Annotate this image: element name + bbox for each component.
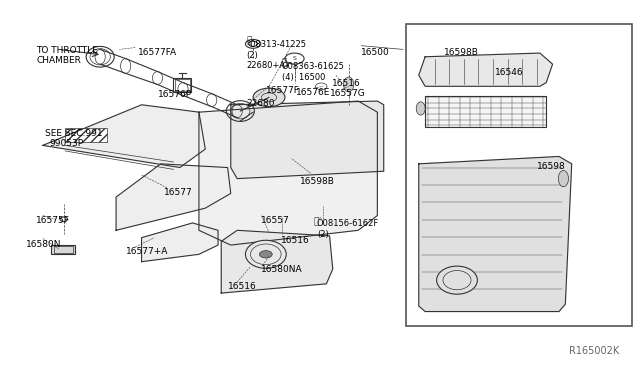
Text: 16580N: 16580N (26, 240, 61, 248)
Text: R165002K: R165002K (569, 346, 620, 356)
Polygon shape (141, 223, 218, 262)
Polygon shape (221, 230, 333, 293)
Text: 16500: 16500 (362, 48, 390, 57)
Bar (175, 79, 190, 92)
Text: 16546: 16546 (495, 68, 524, 77)
Bar (65, 128, 106, 142)
Text: 16557: 16557 (261, 215, 290, 225)
Ellipse shape (436, 266, 477, 294)
Text: 16576P: 16576P (157, 90, 191, 99)
Bar (425, 96, 546, 127)
Ellipse shape (253, 88, 285, 107)
Bar (173, 78, 191, 92)
Ellipse shape (558, 170, 568, 187)
Text: 16576E: 16576E (296, 88, 330, 97)
Bar (54, 246, 73, 253)
Text: Ⓓ: Ⓓ (314, 217, 319, 227)
Text: 16575F: 16575F (36, 215, 70, 225)
Text: 16577FA: 16577FA (138, 48, 177, 57)
Text: 16516: 16516 (332, 79, 360, 88)
Text: 16577+A: 16577+A (125, 247, 168, 256)
Text: 16577F: 16577F (266, 86, 300, 95)
Polygon shape (199, 101, 378, 245)
Text: 16580NA: 16580NA (261, 265, 303, 275)
Polygon shape (43, 105, 205, 167)
Polygon shape (231, 101, 384, 179)
Polygon shape (419, 157, 572, 311)
Text: 22680: 22680 (246, 99, 275, 108)
Text: 16516: 16516 (280, 236, 309, 245)
Text: S: S (292, 56, 296, 61)
Text: Ô08156-6162F
(2): Ô08156-6162F (2) (317, 219, 379, 238)
Text: 99053P: 99053P (49, 139, 83, 148)
Text: °08313-41225
(2)
22680+A-: °08313-41225 (2) 22680+A- (246, 40, 307, 70)
Bar (406, 23, 632, 326)
Text: 16598: 16598 (537, 162, 565, 171)
Text: SEE SEC.991: SEE SEC.991 (45, 129, 102, 138)
Ellipse shape (259, 251, 272, 258)
Text: 16598B: 16598B (444, 48, 479, 57)
Ellipse shape (246, 240, 286, 268)
Polygon shape (419, 53, 552, 86)
Text: TO THROTTLE
CHAMBER: TO THROTTLE CHAMBER (36, 46, 99, 65)
Text: Ⓢ: Ⓢ (282, 59, 287, 68)
Ellipse shape (416, 102, 425, 115)
Text: Ⓑ: Ⓑ (246, 36, 252, 45)
Text: Ó08363-61625
(4)  16500: Ó08363-61625 (4) 16500 (282, 62, 345, 82)
Text: 16598B: 16598B (300, 177, 335, 186)
Text: 16516: 16516 (228, 282, 257, 291)
Text: 16557G: 16557G (330, 89, 366, 98)
Polygon shape (116, 164, 231, 230)
Text: 16577: 16577 (164, 188, 193, 197)
Bar (51, 245, 76, 254)
Ellipse shape (344, 77, 354, 92)
